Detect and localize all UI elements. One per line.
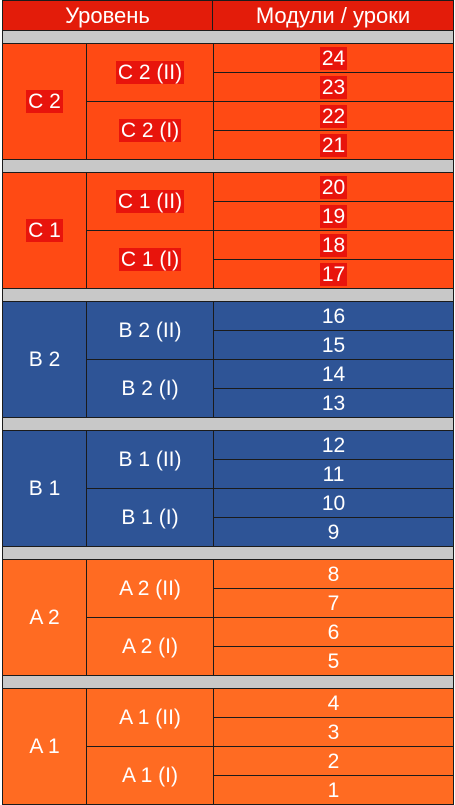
lesson-cell-text: 11 bbox=[322, 462, 345, 486]
sublevel-cell: C 1 (II) bbox=[86, 172, 214, 231]
group-separator bbox=[2, 675, 454, 689]
sublevel-cell: C 2 (II) bbox=[86, 43, 214, 102]
sublevel-cell-text: C 1 (II) bbox=[115, 190, 185, 213]
group-separator bbox=[2, 288, 454, 302]
level-cell-text: B 1 bbox=[28, 477, 61, 500]
lesson-cell-text: 5 bbox=[327, 649, 340, 673]
lesson-cell-text: 15 bbox=[321, 333, 346, 357]
group-separator bbox=[2, 546, 454, 560]
lesson-cell-text: 18 bbox=[319, 233, 348, 257]
lesson-cell: 12 bbox=[213, 430, 454, 460]
lesson-cell-text: 20 bbox=[319, 175, 348, 199]
level-cell-text: B 2 bbox=[28, 348, 61, 371]
sublevel-cell: C 2 (I) bbox=[86, 101, 214, 160]
lesson-cell: 7 bbox=[213, 588, 454, 618]
group-separator bbox=[2, 30, 454, 44]
lesson-cell: 5 bbox=[213, 646, 454, 676]
level-cell: C 1 bbox=[2, 172, 87, 289]
sublevel-cell-text: A 1 (II) bbox=[119, 706, 181, 729]
header-modules: Модули / уроки bbox=[212, 0, 454, 31]
lesson-cell-text: 13 bbox=[321, 391, 346, 415]
lesson-cell: 18 bbox=[213, 230, 454, 260]
sublevel-cell-text: C 2 (II) bbox=[115, 61, 185, 84]
lesson-cell-text: 8 bbox=[327, 562, 340, 586]
sublevel-cell: A 1 (II) bbox=[86, 688, 214, 747]
lesson-cell: 22 bbox=[213, 101, 454, 131]
lesson-cell-text: 17 bbox=[319, 262, 348, 286]
level-cell: A 1 bbox=[2, 688, 87, 805]
lesson-cell: 10 bbox=[213, 488, 454, 518]
lesson-cell: 16 bbox=[213, 301, 454, 331]
sublevel-cell-text: A 1 (I) bbox=[121, 764, 179, 787]
lesson-cell: 24 bbox=[213, 43, 454, 73]
lesson-cell: 1 bbox=[213, 775, 454, 805]
lesson-cell-text: 2 bbox=[327, 749, 340, 773]
lesson-cell: 13 bbox=[213, 388, 454, 418]
sublevel-cell: B 2 (II) bbox=[86, 301, 214, 360]
group-separator bbox=[2, 417, 454, 431]
lesson-cell: 23 bbox=[213, 72, 454, 102]
lesson-cell: 19 bbox=[213, 201, 454, 231]
lesson-cell: 20 bbox=[213, 172, 454, 202]
header-modules-text: Модули / уроки bbox=[253, 2, 413, 28]
sublevel-cell-text: B 2 (II) bbox=[118, 319, 182, 342]
level-cell: B 1 bbox=[2, 430, 87, 547]
level-cell: C 2 bbox=[2, 43, 87, 160]
lesson-cell: 15 bbox=[213, 330, 454, 360]
lesson-cell-text: 6 bbox=[327, 620, 340, 644]
level-cell: B 2 bbox=[2, 301, 87, 418]
lesson-cell-text: 4 bbox=[327, 691, 340, 715]
lesson-cell-text: 14 bbox=[321, 362, 346, 386]
group-separator bbox=[2, 159, 454, 173]
sublevel-cell-text: B 2 (I) bbox=[121, 377, 179, 400]
lesson-cell: 8 bbox=[213, 559, 454, 589]
sublevel-cell: B 2 (I) bbox=[86, 359, 214, 418]
lesson-cell-text: 7 bbox=[327, 591, 340, 615]
lesson-cell: 6 bbox=[213, 617, 454, 647]
lesson-cell-text: 23 bbox=[319, 75, 348, 99]
sublevel-cell: A 2 (II) bbox=[86, 559, 214, 618]
lesson-cell-text: 21 bbox=[319, 133, 348, 157]
lesson-cell: 4 bbox=[213, 688, 454, 718]
level-cell-text: A 2 bbox=[29, 606, 60, 629]
lesson-cell: 11 bbox=[213, 459, 454, 489]
lesson-cell-text: 16 bbox=[321, 304, 346, 328]
level-cell: A 2 bbox=[2, 559, 87, 676]
lesson-cell-text: 19 bbox=[319, 204, 348, 228]
lesson-cell-text: 10 bbox=[321, 491, 346, 515]
sublevel-cell-text: C 1 (I) bbox=[118, 248, 182, 271]
sublevel-cell: A 1 (I) bbox=[86, 746, 214, 805]
lesson-cell: 21 bbox=[213, 130, 454, 160]
sublevel-cell-text: B 1 (II) bbox=[118, 448, 182, 471]
sublevel-cell: A 2 (I) bbox=[86, 617, 214, 676]
header-level: Уровень bbox=[2, 0, 213, 31]
lesson-cell-text: 1 bbox=[327, 778, 340, 802]
sublevel-cell-text: C 2 (I) bbox=[118, 119, 182, 142]
lesson-cell: 9 bbox=[213, 517, 454, 547]
lesson-cell: 2 bbox=[213, 746, 454, 776]
lesson-cell: 17 bbox=[213, 259, 454, 289]
lesson-cell-text: 9 bbox=[327, 520, 340, 544]
level-cell-text: A 1 bbox=[29, 735, 60, 758]
header-level-text: Уровень bbox=[63, 2, 152, 28]
lesson-cell-text: 3 bbox=[327, 720, 340, 744]
lesson-cell-text: 12 bbox=[321, 433, 346, 457]
level-cell-text: C 2 bbox=[26, 90, 63, 113]
sublevel-cell-text: B 1 (I) bbox=[121, 506, 179, 529]
sublevel-cell-text: A 2 (II) bbox=[119, 577, 181, 600]
lesson-cell-text: 22 bbox=[319, 104, 348, 128]
lesson-cell-text: 24 bbox=[319, 46, 348, 70]
lesson-cell: 3 bbox=[213, 717, 454, 747]
level-cell-text: C 1 bbox=[26, 219, 63, 242]
sublevel-cell-text: A 2 (I) bbox=[121, 635, 179, 658]
lesson-cell: 14 bbox=[213, 359, 454, 389]
sublevel-cell: B 1 (I) bbox=[86, 488, 214, 547]
sublevel-cell: B 1 (II) bbox=[86, 430, 214, 489]
sublevel-cell: C 1 (I) bbox=[86, 230, 214, 289]
